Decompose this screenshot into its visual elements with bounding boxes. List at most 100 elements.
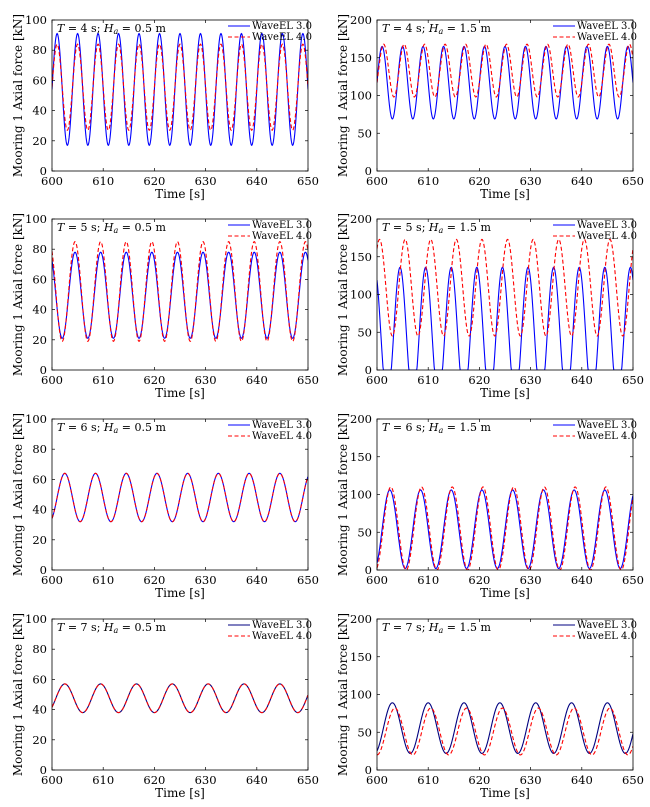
y-axis-label: Mooring 1 Axial force [kN] — [336, 413, 350, 576]
series-line-waveel-4 — [52, 241, 308, 342]
series-line-waveel-3 — [52, 683, 308, 714]
y-tick-label: 0 — [365, 164, 372, 178]
x-axis-label: Time [s] — [155, 187, 205, 201]
y-tick-label: 100 — [25, 412, 47, 426]
x-tick-label: 600 — [366, 174, 388, 188]
y-axis-label: Mooring 1 Axial force [kN] — [336, 14, 350, 177]
x-tick-label: 600 — [41, 573, 63, 587]
panel-annotation: T = 4 s; Ha = 0.5 m — [57, 22, 166, 36]
y-axis-label: Mooring 1 Axial force [kN] — [11, 613, 25, 776]
subplot-5: 600 610 620 630 640 650 0 20 40 60 80 100 Time [s] Mo… — [11, 412, 319, 600]
y-tick-label: 50 — [357, 525, 372, 539]
panel-annotation: T = 5 s; Ha = 1.5 m — [382, 221, 491, 235]
x-tick-label: 620 — [143, 573, 165, 587]
legend-label: WaveEL 3.0 — [577, 220, 637, 231]
panel-annotation: T = 5 s; Ha = 0.5 m — [57, 221, 166, 235]
y-tick-label: 60 — [32, 672, 47, 686]
series-line-waveel-3 — [52, 251, 308, 339]
x-tick-label: 650 — [297, 773, 319, 787]
x-tick-label: 630 — [195, 573, 217, 587]
x-tick-label: 600 — [41, 373, 63, 387]
series-line-waveel-4 — [52, 472, 308, 523]
axes-frame — [51, 618, 309, 771]
y-tick-label: 0 — [40, 563, 47, 577]
y-tick-label: 50 — [357, 725, 372, 739]
subplot-7: 600 610 620 630 640 650 0 20 40 60 80 100 Time [s] Mo… — [11, 612, 319, 800]
x-tick-label: 630 — [520, 573, 542, 587]
x-tick-label: 620 — [143, 373, 165, 387]
x-tick-label: 640 — [246, 773, 268, 787]
legend-label: WaveEL 3.0 — [252, 420, 312, 431]
legend-label: WaveEL 4.0 — [252, 631, 312, 642]
series-line-waveel-3 — [52, 32, 308, 147]
x-tick-label: 630 — [195, 373, 217, 387]
x-tick-label: 640 — [246, 174, 268, 188]
x-tick-label: 650 — [622, 573, 644, 587]
y-tick-label: 150 — [350, 650, 372, 664]
legend-label: WaveEL 4.0 — [577, 32, 637, 43]
y-tick-label: 200 — [350, 212, 372, 226]
y-tick-label: 20 — [32, 733, 47, 747]
x-tick-label: 610 — [417, 573, 439, 587]
y-tick-label: 100 — [25, 212, 47, 226]
series-line-waveel-3 — [377, 266, 633, 370]
y-tick-label: 50 — [357, 126, 372, 140]
x-tick-label: 620 — [468, 773, 490, 787]
x-axis-label: Time [s] — [155, 786, 205, 800]
y-tick-label: 40 — [32, 703, 47, 717]
x-tick-label: 650 — [297, 373, 319, 387]
x-tick-label: 630 — [520, 373, 542, 387]
y-tick-label: 0 — [40, 363, 47, 377]
legend-label: WaveEL 4.0 — [252, 431, 312, 442]
legend-label: WaveEL 3.0 — [252, 21, 312, 32]
y-tick-label: 0 — [40, 763, 47, 777]
y-tick-label: 100 — [350, 288, 372, 302]
y-tick-label: 100 — [25, 13, 47, 27]
x-axis-label: Time [s] — [155, 386, 205, 400]
y-tick-label: 200 — [350, 13, 372, 27]
series-line-waveel-4 — [52, 43, 308, 131]
legend-label: WaveEL 3.0 — [577, 620, 637, 631]
legend-label: WaveEL 3.0 — [252, 220, 312, 231]
x-tick-label: 640 — [571, 174, 593, 188]
x-tick-label: 650 — [622, 773, 644, 787]
legend-label: WaveEL 4.0 — [577, 231, 637, 242]
y-axis-label: Mooring 1 Axial force [kN] — [11, 14, 25, 177]
y-tick-label: 0 — [365, 363, 372, 377]
x-tick-label: 640 — [571, 373, 593, 387]
x-tick-label: 620 — [143, 773, 165, 787]
y-tick-label: 20 — [32, 533, 47, 547]
y-axis-label: Mooring 1 Axial force [kN] — [336, 213, 350, 376]
y-tick-label: 200 — [350, 612, 372, 626]
x-tick-label: 650 — [622, 373, 644, 387]
y-tick-label: 150 — [350, 450, 372, 464]
y-tick-label: 150 — [350, 51, 372, 65]
subplot-8: 600 610 620 630 640 650 0 50 100 150 200 Time [s] Mo… — [336, 612, 644, 800]
subplot-3: 600 610 620 630 640 650 0 20 40 60 80 100 Time [s] Mo… — [11, 212, 319, 400]
x-tick-label: 650 — [622, 174, 644, 188]
y-tick-label: 100 — [350, 89, 372, 103]
x-tick-label: 620 — [468, 174, 490, 188]
x-axis-label: Time [s] — [480, 786, 530, 800]
legend-label: WaveEL 4.0 — [577, 431, 637, 442]
legend-label: WaveEL 4.0 — [577, 631, 637, 642]
legend-label: WaveEL 3.0 — [577, 21, 637, 32]
legend-label: WaveEL 4.0 — [252, 231, 312, 242]
x-tick-label: 610 — [92, 174, 114, 188]
x-tick-label: 600 — [41, 174, 63, 188]
x-tick-label: 630 — [195, 773, 217, 787]
y-tick-label: 60 — [32, 472, 47, 486]
x-axis-label: Time [s] — [480, 187, 530, 201]
series-line-waveel-4 — [377, 238, 633, 337]
y-tick-label: 40 — [32, 104, 47, 118]
y-tick-label: 0 — [365, 563, 372, 577]
x-tick-label: 640 — [571, 573, 593, 587]
axes-frame — [51, 218, 309, 371]
panel-annotation: T = 7 s; Ha = 1.5 m — [382, 621, 491, 635]
y-tick-label: 0 — [365, 763, 372, 777]
